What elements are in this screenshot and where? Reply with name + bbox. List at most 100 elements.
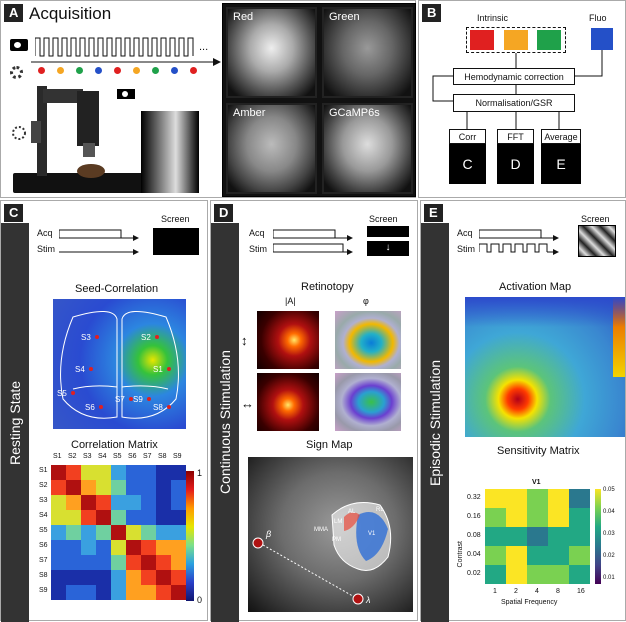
frequency-tick: 2 <box>514 588 518 595</box>
amber-channel-image: Amber <box>226 103 317 194</box>
amber-swatch <box>504 30 528 50</box>
colorbar-tick: 0.02 <box>603 553 615 559</box>
lambda-label: λ <box>366 595 371 605</box>
corr-output: C <box>449 144 486 184</box>
continuous-stimulation-sidebar: Continuous Stimulation <box>211 223 239 622</box>
sensitivity-cell <box>548 546 569 565</box>
colorbar-tick: 0.05 <box>603 487 615 493</box>
sensitivity-cell <box>569 527 590 546</box>
matrix-cell <box>81 525 96 540</box>
episodic-stimulation-sidebar: Episodic Stimulation <box>421 223 449 622</box>
seed-point <box>167 367 171 371</box>
seed-point <box>129 397 133 401</box>
sensitivity-matrix <box>485 489 590 584</box>
green-label: Green <box>329 11 360 23</box>
panel-b: B Intrinsic Fluo Hemodynamic correction … <box>418 0 626 198</box>
red-swatch <box>470 30 494 50</box>
seed-label: S9 <box>133 395 143 404</box>
corr-label: Corr <box>449 129 486 144</box>
seed-point <box>147 397 151 401</box>
matrix-cell <box>141 525 156 540</box>
led-dot <box>190 67 197 74</box>
matrix-cell <box>96 510 111 525</box>
matrix-cell <box>126 570 141 585</box>
phase-map-horizontal <box>335 373 401 431</box>
matrix-cell <box>126 540 141 555</box>
matrix-cell <box>81 495 96 510</box>
seed-point <box>95 335 99 339</box>
sensitivity-colorbar <box>595 489 601 584</box>
red-channel-image: Red <box>226 7 317 98</box>
matrix-cell <box>51 495 66 510</box>
sensitivity-cell <box>506 565 527 584</box>
contrast-tick: 0.02 <box>467 570 481 577</box>
fft-label: FFT <box>497 129 534 144</box>
acquisition-pulse-train <box>35 37 194 57</box>
matrix-row-label: S6 <box>39 542 48 549</box>
matrix-row-label: S4 <box>39 512 48 519</box>
matrix-cell <box>81 555 96 570</box>
matrix-cell <box>111 570 126 585</box>
intrinsic-label: Intrinsic <box>477 13 509 23</box>
matrix-col-label: S5 <box>113 453 122 460</box>
matrix-cell <box>171 480 186 495</box>
sensitivity-cell <box>527 508 548 527</box>
matrix-cell <box>141 555 156 570</box>
seed-correlation-map: S3 S2 S4 S1 S5 S6 S7 S9 S8 <box>53 299 186 429</box>
timing-diagram <box>59 229 139 255</box>
sign-map: AL LM MMA RL PM V1 β λ <box>248 457 413 612</box>
sensitivity-cell <box>527 546 548 565</box>
matrix-cell <box>96 465 111 480</box>
matrix-cell <box>171 540 186 555</box>
sensitivity-cell <box>569 546 590 565</box>
matrix-cell <box>51 540 66 555</box>
camera-icon <box>10 39 28 51</box>
matrix-cell <box>171 525 186 540</box>
sensitivity-chart-title: V1 <box>532 479 541 486</box>
activation-map <box>465 297 625 437</box>
matrix-row-label: S7 <box>39 557 48 564</box>
matrix-cell <box>51 555 66 570</box>
matrix-cell <box>51 480 66 495</box>
panel-a: A Acquisition ... Red Green Amber GCaMP6… <box>0 0 416 198</box>
matrix-cell <box>66 480 81 495</box>
colorbar-max: 1 <box>197 468 203 478</box>
matrix-cell <box>156 510 171 525</box>
matrix-cell <box>141 480 156 495</box>
matrix-cell <box>81 570 96 585</box>
contrast-tick: 0.04 <box>467 551 481 558</box>
amplitude-map-horizontal <box>257 373 319 431</box>
flow-arrows <box>432 50 603 129</box>
led-dot <box>76 67 83 74</box>
frequency-tick: 4 <box>535 588 539 595</box>
matrix-cell <box>51 525 66 540</box>
seed-point <box>89 367 93 371</box>
led-icon <box>10 66 23 79</box>
matrix-cell <box>126 495 141 510</box>
matrix-cell <box>141 540 156 555</box>
average-label: Average <box>541 129 581 144</box>
panel-d-tag: D <box>214 204 234 222</box>
matrix-cell <box>171 510 186 525</box>
blue-swatch <box>591 28 613 50</box>
matrix-cell <box>111 510 126 525</box>
matrix-cell <box>66 510 81 525</box>
led-dot <box>114 67 121 74</box>
acq-label-e: Acq <box>457 228 473 238</box>
matrix-cell <box>51 510 66 525</box>
colorbar-tick: 0.04 <box>603 509 615 515</box>
matrix-cell <box>156 570 171 585</box>
matrix-cell <box>51 570 66 585</box>
visual-area-label: V1 <box>368 531 376 537</box>
matrix-cell <box>141 570 156 585</box>
seed-correlation-title: Seed-Correlation <box>75 283 159 295</box>
correlation-matrix: S1 S1 S2 S2 S3 S3 S4 S4 S5 S5 S6 S6 S7 S7 S8 S8 S9 S9 <box>39 453 209 613</box>
contrast-tick: 0.32 <box>467 494 481 501</box>
normalisation-box: Normalisation/GSR <box>453 94 575 112</box>
panel-e-tag: E <box>424 204 443 222</box>
contrast-tick: 0.08 <box>467 532 481 539</box>
matrix-cell <box>96 480 111 495</box>
matrix-cell <box>96 495 111 510</box>
matrix-cell <box>66 555 81 570</box>
matrix-cell <box>126 525 141 540</box>
